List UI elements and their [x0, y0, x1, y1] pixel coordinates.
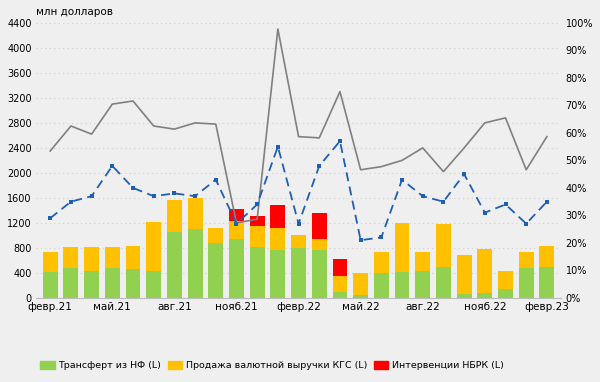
Bar — [374, 273, 389, 298]
Bar — [519, 268, 533, 298]
Bar — [271, 205, 286, 228]
Bar — [539, 246, 554, 267]
Bar — [478, 249, 492, 293]
Bar — [498, 271, 513, 288]
Bar — [415, 252, 430, 271]
Bar — [64, 268, 79, 298]
Bar — [395, 272, 409, 298]
Bar — [146, 222, 161, 271]
Bar — [229, 209, 244, 221]
Bar — [395, 223, 409, 272]
Bar — [332, 259, 347, 276]
Bar — [167, 232, 182, 298]
Bar — [146, 271, 161, 298]
Bar — [478, 293, 492, 298]
Bar — [250, 247, 265, 298]
Bar — [353, 295, 368, 298]
Bar — [229, 238, 244, 298]
Bar — [271, 251, 286, 298]
Bar — [208, 228, 223, 243]
Bar — [167, 200, 182, 232]
Bar — [188, 229, 203, 298]
Bar — [353, 273, 368, 295]
Bar — [84, 247, 99, 271]
Bar — [125, 246, 140, 269]
Bar — [415, 271, 430, 298]
Bar — [291, 248, 306, 298]
Bar — [332, 292, 347, 298]
Bar — [312, 239, 327, 251]
Bar — [436, 224, 451, 267]
Bar — [208, 243, 223, 298]
Bar — [64, 247, 79, 268]
Bar — [125, 269, 140, 298]
Bar — [43, 253, 58, 272]
Bar — [457, 256, 472, 294]
Bar — [271, 228, 286, 251]
Bar — [539, 267, 554, 298]
Bar — [250, 216, 265, 226]
Bar — [332, 276, 347, 292]
Bar — [498, 288, 513, 298]
Bar — [291, 235, 306, 248]
Bar — [43, 272, 58, 298]
Bar — [312, 213, 327, 239]
Bar — [312, 251, 327, 298]
Bar — [519, 253, 533, 268]
Bar — [229, 221, 244, 238]
Bar — [188, 198, 203, 229]
Bar — [105, 268, 120, 298]
Bar — [374, 252, 389, 273]
Text: млн долларов: млн долларов — [36, 7, 113, 17]
Bar — [436, 267, 451, 298]
Bar — [84, 271, 99, 298]
Bar — [105, 247, 120, 268]
Bar — [250, 226, 265, 247]
Bar — [457, 294, 472, 298]
